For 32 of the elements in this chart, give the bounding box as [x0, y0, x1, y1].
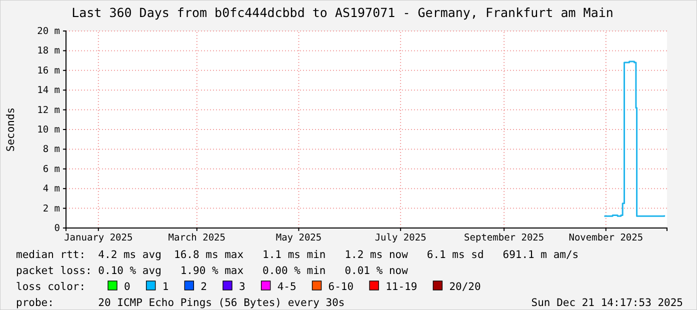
y-tick-label: 8 m — [42, 144, 60, 156]
text: Sun Dec 21 14:17:53 2025 — [531, 297, 683, 309]
text: packet loss: 0.10 % avg 1.90 % max 0.00 % min 0.01 % now — [16, 265, 409, 277]
x-tick-label: January 2025 — [64, 232, 133, 244]
y-tick-label: 16 m — [37, 65, 60, 76]
text: probe: 20 ICMP Echo Pings (56 Bytes) every 30s — [16, 297, 345, 309]
text: loss color: — [16, 281, 86, 293]
y-tick-label: 18 m — [37, 46, 60, 57]
text: 2 — [200, 281, 207, 293]
x-tick-label: July 2025 — [374, 232, 426, 244]
text: 11-19 — [386, 281, 418, 293]
y-tick-label: 2 m — [42, 203, 60, 214]
y-tick-label: 10 m — [37, 124, 60, 136]
y-tick-label: 0 — [54, 223, 60, 234]
text: 20/20 — [449, 281, 481, 293]
x-tick-label: September 2025 — [464, 232, 544, 244]
y-tick-label: 6 m — [42, 164, 60, 175]
text: 0 — [124, 281, 130, 293]
y-tick-label: 20 m — [37, 26, 60, 38]
y-tick-label: 4 m — [42, 184, 60, 195]
text: median rtt: 4.2 ms avg 16.8 ms max 1.1 ms min 1.2 ms now 6.1 ms sd 691.1 m am/s — [16, 249, 579, 261]
x-tick-label: May 2025 — [276, 232, 322, 244]
text: 4-5 — [277, 281, 296, 293]
y-axis-title: Seconds — [5, 107, 17, 152]
text: 3 — [238, 281, 246, 293]
text: 6-10 — [328, 281, 354, 293]
y-tick-label: 12 m — [37, 104, 60, 116]
chart-title: Last 360 Days from b0fc444dcbbd to AS197071 - Germany, Frankfurt am Main — [72, 5, 614, 20]
text: 1 — [162, 281, 169, 293]
x-tick-label: March 2025 — [168, 232, 226, 244]
y-tick-label: 14 m — [37, 85, 60, 96]
x-tick-label: November 2025 — [568, 232, 644, 244]
